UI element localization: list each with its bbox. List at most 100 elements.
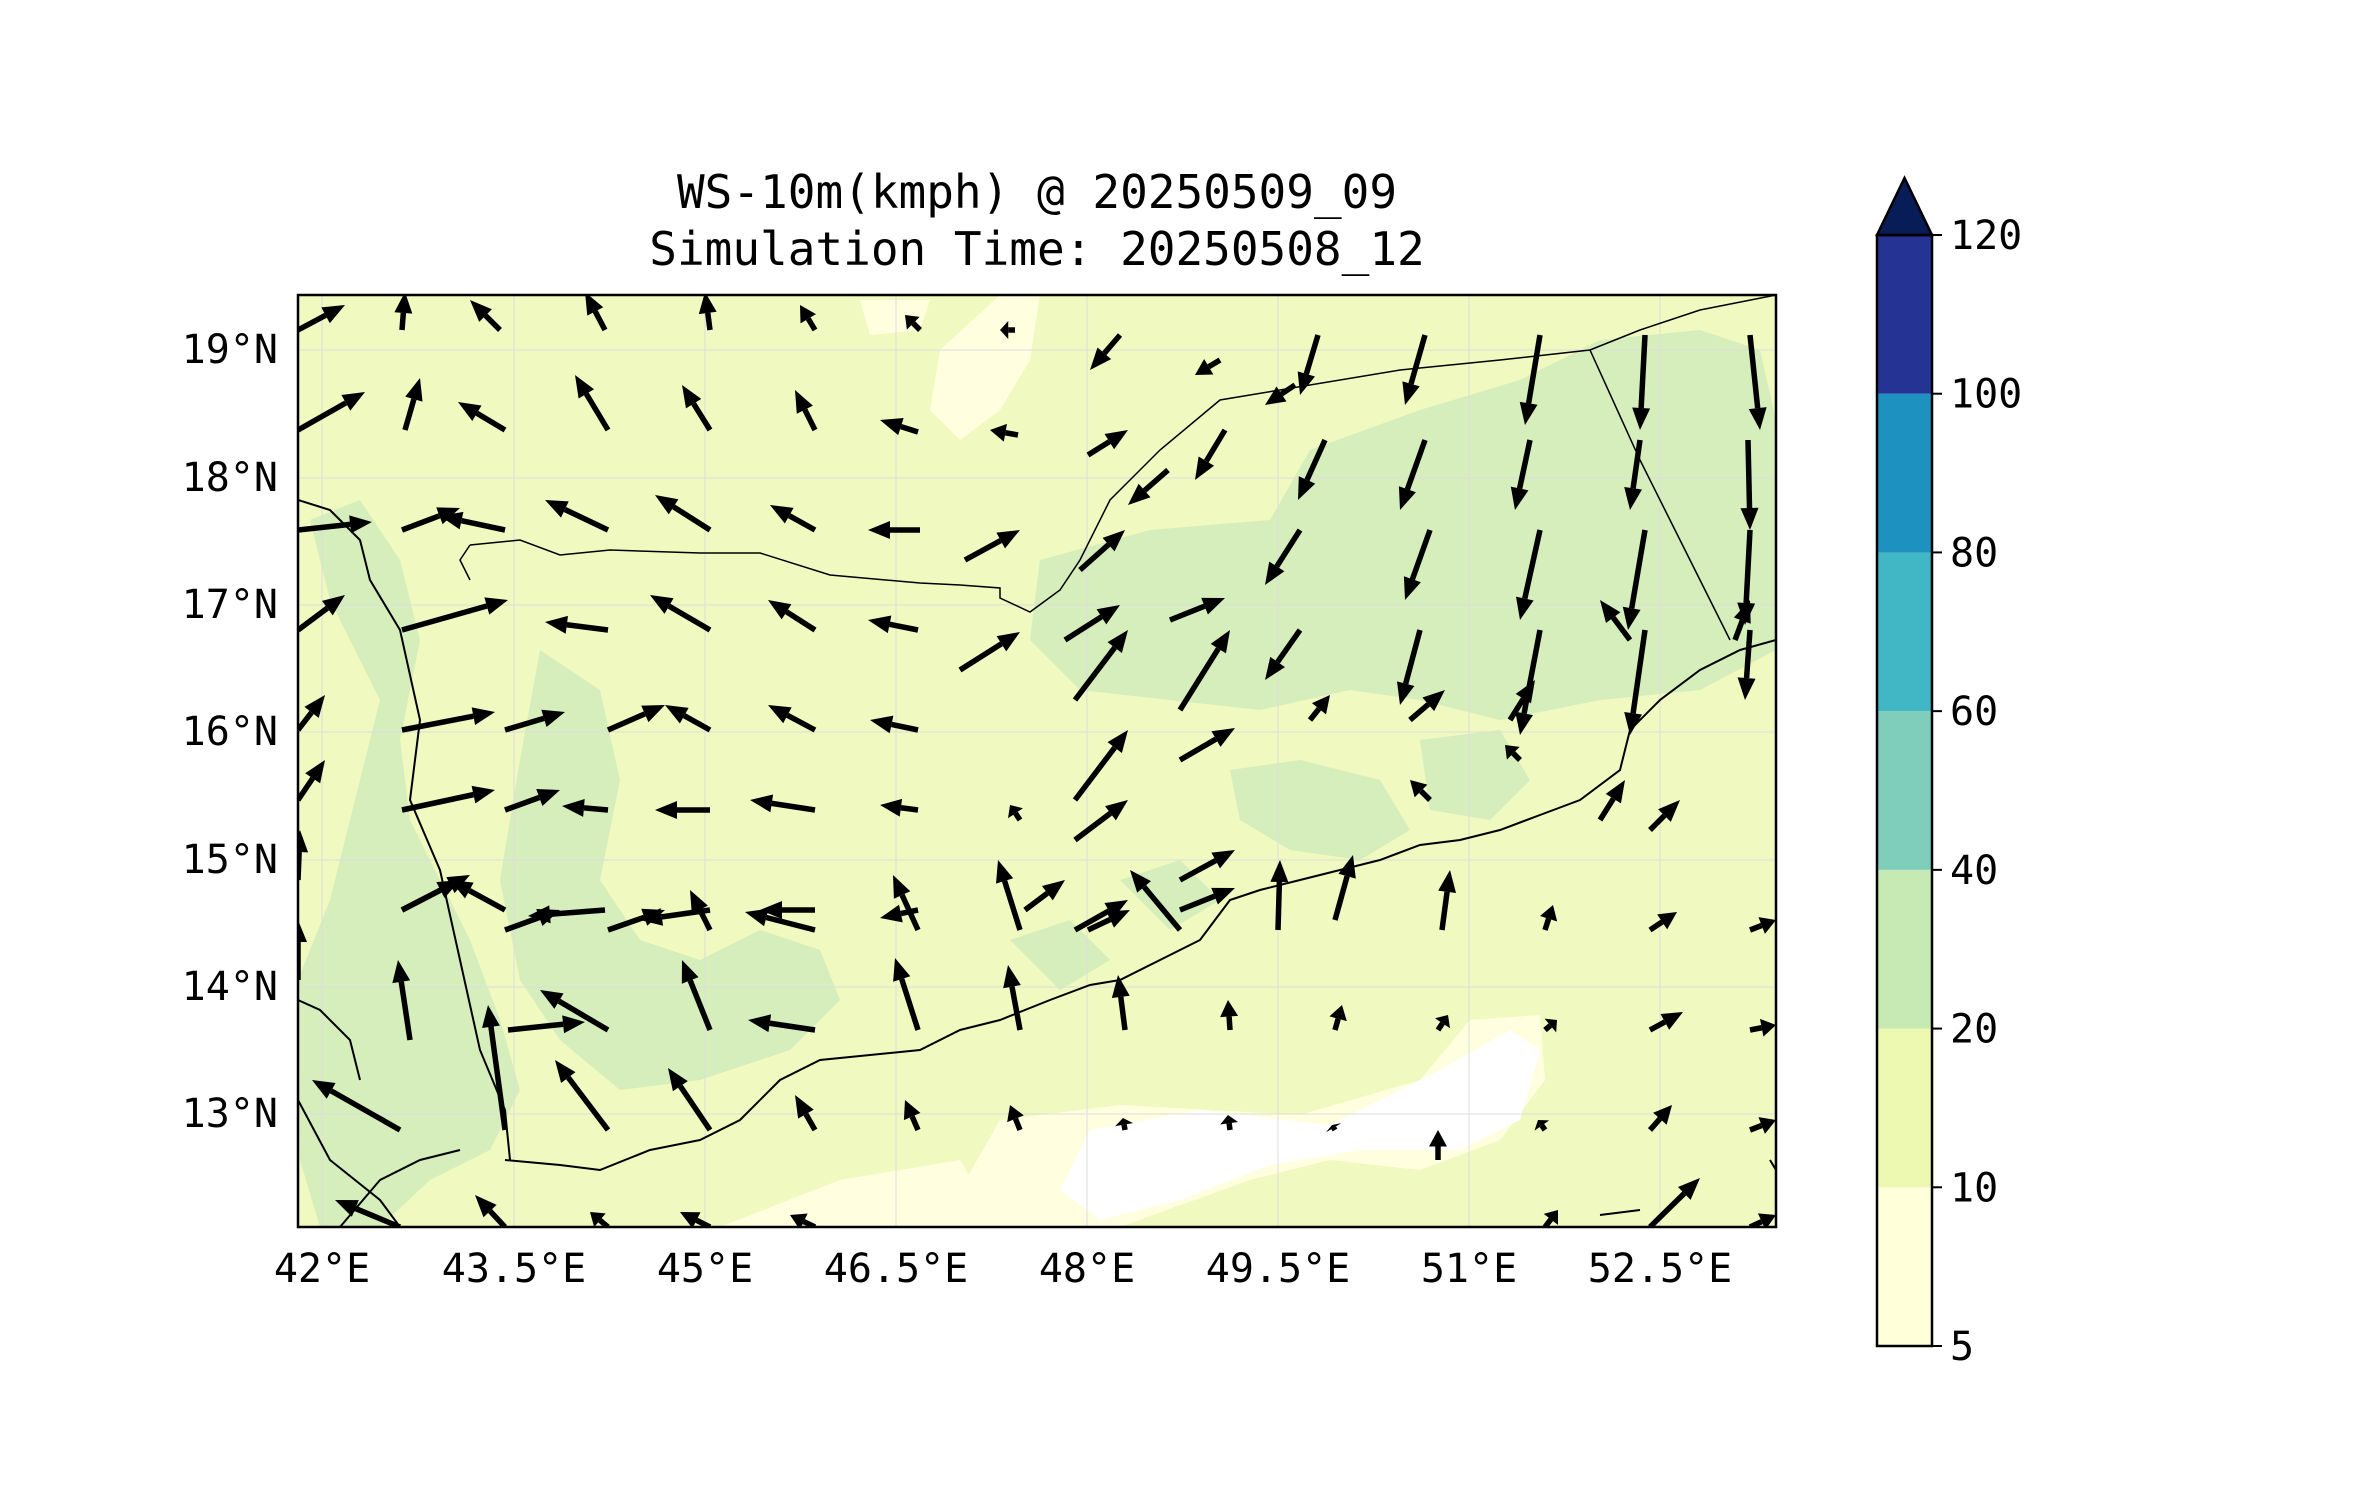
wind-arrow (1747, 334, 1767, 430)
wind-arrow (996, 860, 1023, 931)
wind-arrow (903, 1100, 921, 1132)
map-frame (296, 293, 1778, 1229)
wind-arrow (1396, 629, 1423, 705)
wind-arrow (394, 295, 413, 331)
wind-arrow (698, 295, 717, 331)
colorbar-level-label: 60 (1950, 689, 1998, 735)
wind-arrow (681, 960, 713, 1032)
wind-arrow (1600, 600, 1633, 642)
wind-arrow (1265, 528, 1303, 585)
lat-tick-label: 13°N (182, 1091, 278, 1137)
wind-arrow (1130, 870, 1183, 932)
wind-arrow (1749, 1018, 1776, 1037)
wind-arrow (555, 1060, 611, 1132)
wind-arrow (545, 500, 610, 533)
wind-arrow (400, 880, 460, 913)
wind-arrow (545, 615, 609, 634)
wind-arrow (1090, 333, 1123, 370)
wind-arrow (868, 615, 919, 634)
wind-arrow (650, 595, 712, 633)
wind-arrow (750, 794, 816, 813)
wind-arrow (1177, 630, 1230, 712)
wind-arrow (1329, 1005, 1347, 1031)
wind-arrow (1178, 728, 1235, 763)
colorbar-frame (1875, 233, 1934, 1348)
wind-arrow (504, 789, 560, 813)
lon-tick-label: 42°E (274, 1246, 370, 1292)
wind-arrow (1297, 334, 1321, 395)
lon-tick-label: 45°E (657, 1246, 753, 1292)
wind-arrow (655, 495, 712, 533)
wind-arrow (1072, 630, 1128, 702)
wind-arrow (1543, 1018, 1557, 1033)
wind-arrow (298, 515, 372, 534)
wind-arrow (1398, 439, 1428, 510)
wind-arrow (795, 390, 818, 432)
colorbar: 5 10 20 40 60 80 100 120 (1875, 175, 2022, 1370)
wind-arrow (401, 597, 508, 633)
wind-arrow (1648, 1012, 1683, 1033)
wind-arrow (1749, 917, 1776, 934)
wind-arrow (1220, 1000, 1239, 1031)
wind-arrow (870, 715, 919, 734)
lon-tick-label: 43.5°E (442, 1246, 587, 1292)
wind-arrow (768, 705, 817, 733)
coastline (298, 499, 1776, 1227)
wind-arrow (1403, 529, 1433, 600)
wind-arrow (1542, 1210, 1558, 1227)
wind-arrow (655, 801, 710, 819)
colorbar-level-label: 100 (1950, 372, 2022, 418)
lon-tick-label: 48°E (1039, 1246, 1135, 1292)
moderate-speed-zone (1030, 330, 1776, 720)
wind-arrow (1647, 1105, 1672, 1132)
wind-arrow (1507, 680, 1535, 722)
lon-tick-label: 52.5°E (1588, 1246, 1733, 1292)
wind-arrow (1000, 321, 1015, 339)
wind-vectors (298, 295, 1776, 1227)
wind-arrow (475, 1195, 508, 1227)
wind-arrow (1086, 910, 1130, 933)
wind-speed-field (298, 295, 1776, 1227)
colorbar-extend-arrow (1875, 175, 1934, 237)
wind-arrow (1298, 438, 1328, 500)
wind-arrow (1732, 600, 1751, 641)
wind-arrow (1073, 800, 1128, 843)
wind-arrow (298, 305, 345, 333)
wind-arrow (440, 511, 506, 533)
colorbar-level-label: 120 (1950, 213, 2022, 259)
colorbar-segment (1877, 393, 1932, 553)
wind-arrow (1115, 1118, 1133, 1131)
wind-arrow (1325, 1123, 1342, 1133)
moderate-speed-zone (1010, 920, 1110, 990)
wind-arrow (1505, 745, 1522, 762)
simulation-time-subtitle: Simulation Time: 20250508_12 (649, 222, 1425, 276)
colorbar-level-label: 5 (1950, 1324, 1974, 1370)
wind-arrow (1435, 1015, 1450, 1032)
wind-arrow (790, 1213, 817, 1227)
wind-arrow (1748, 1213, 1776, 1227)
wind-arrow (795, 1095, 818, 1132)
wind-arrow (990, 423, 1019, 442)
wind-arrow (312, 1080, 402, 1133)
wind-arrow (893, 958, 921, 1031)
wind-arrow (893, 875, 921, 932)
wind-arrow (402, 378, 423, 431)
wind-arrow (1023, 880, 1065, 913)
wind-arrow (665, 705, 712, 733)
wind-arrow (880, 418, 919, 436)
wind-arrow (1195, 428, 1228, 480)
wind-arrow (1220, 1115, 1239, 1131)
wind-arrow (1737, 629, 1756, 700)
wind-arrow (401, 707, 495, 733)
wind-arrow (470, 300, 502, 332)
wind-arrow (298, 830, 309, 881)
wind-arrow (748, 1014, 816, 1033)
wind-arrow (770, 505, 817, 533)
wind-arrow (1624, 629, 1648, 735)
wind-arrow (507, 1015, 585, 1034)
wind-arrow (1648, 800, 1680, 832)
wind-arrow (1632, 334, 1651, 430)
moderate-speed-zone (500, 650, 840, 1090)
latitude-axis: 19°N 18°N 17°N 16°N 15°N 14°N 13°N (182, 327, 278, 1137)
